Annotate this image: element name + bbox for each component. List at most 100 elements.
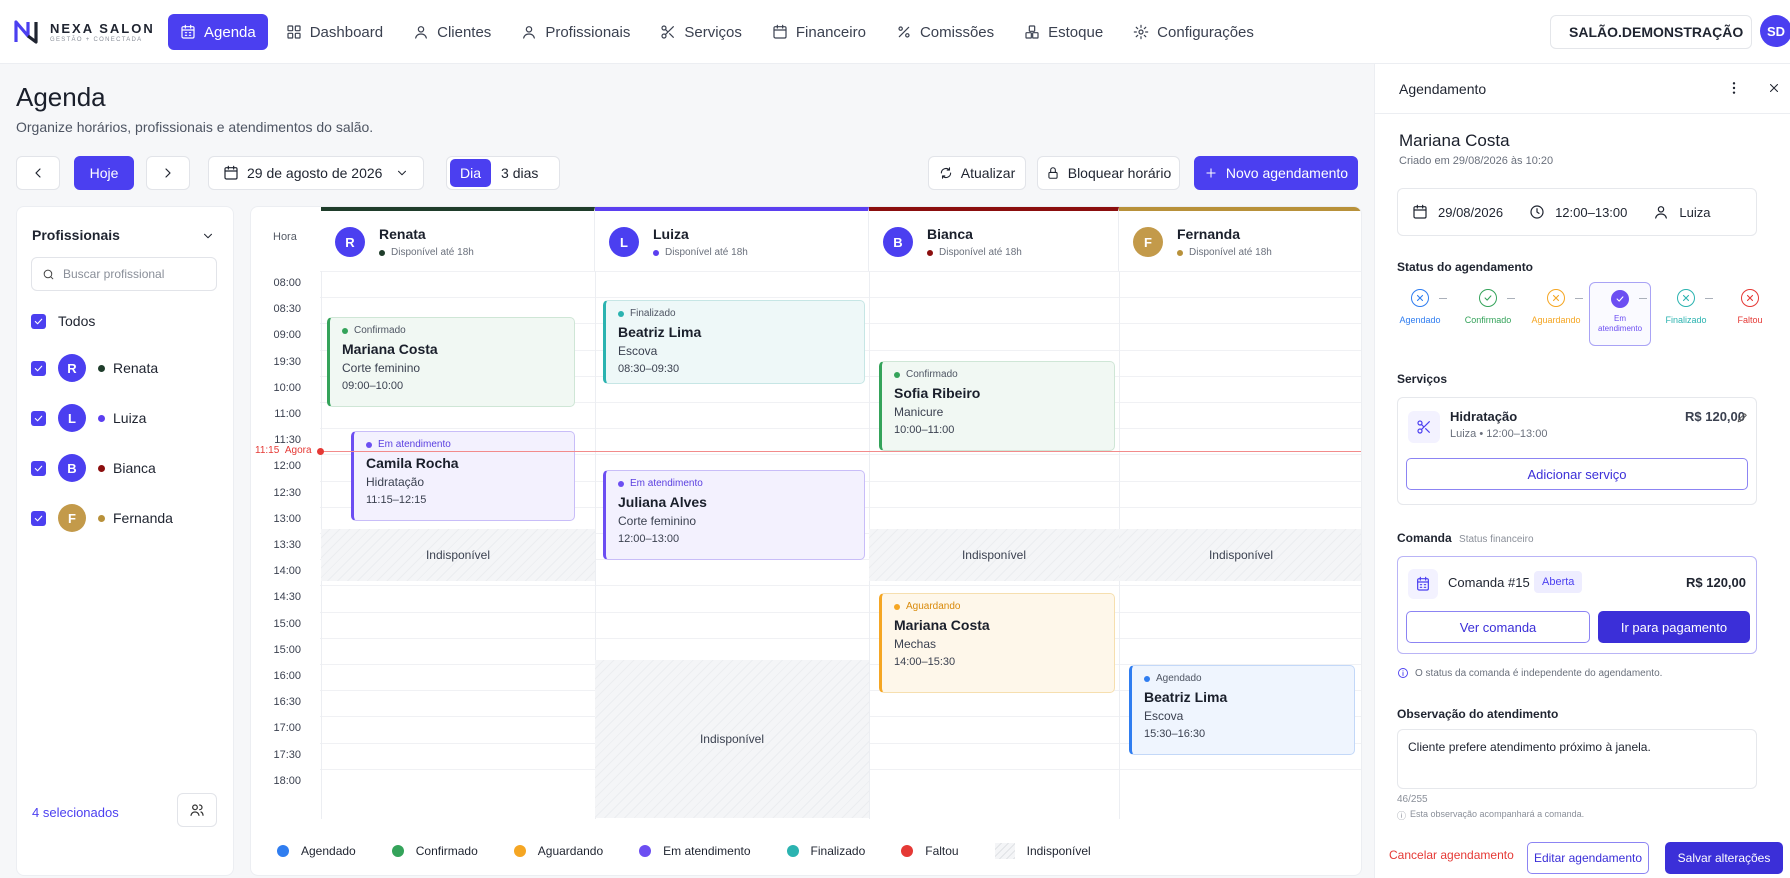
notes-textarea[interactable]: Cliente prefere atendimento próximo à ja… xyxy=(1397,729,1757,789)
appointment-card[interactable]: Confirmado Mariana Costa Corte feminino 09:… xyxy=(327,317,575,407)
add-service-button[interactable]: Adicionar serviço xyxy=(1406,458,1748,490)
appointment-card[interactable]: Em atendimento Juliana Alves Corte feminin… xyxy=(603,470,865,560)
x-icon xyxy=(1682,294,1690,302)
check-icon xyxy=(34,318,43,324)
column-divider xyxy=(595,271,596,819)
nav-comissoes[interactable]: Comissões xyxy=(884,14,1006,50)
nav-profissionais[interactable]: Profissionais xyxy=(509,14,642,50)
nav-label: Profissionais xyxy=(545,23,631,41)
nav-dashboard[interactable]: Dashboard xyxy=(274,14,395,50)
check-circle-icon xyxy=(1611,290,1629,308)
checkbox-checked[interactable] xyxy=(31,313,46,329)
legend-item: Confirmado xyxy=(391,844,478,858)
appointment-card[interactable]: Aguardando Mariana Costa Mechas 14:00–15:30 xyxy=(879,593,1115,693)
status-step-faltou[interactable]: Faltou xyxy=(1719,282,1781,346)
view-day-option[interactable]: Dia xyxy=(450,159,492,187)
service-name: Hidratação xyxy=(1450,409,1518,424)
appointment-card[interactable]: Confirmado Sofia Ribeiro Manicure 10:00–11:… xyxy=(879,361,1115,451)
hour-label: 17:30 xyxy=(273,748,301,761)
page-title: Agenda xyxy=(16,82,106,112)
block-time-label: Bloquear horário xyxy=(1067,165,1172,181)
step-connector xyxy=(1705,298,1713,299)
block-time-button[interactable]: Bloquear horário xyxy=(1037,156,1180,190)
comanda-info-note: O status da comanda é independente do ag… xyxy=(1397,667,1662,679)
more-options-icon[interactable] xyxy=(1726,80,1742,96)
status-step-confirmado[interactable]: Confirmado xyxy=(1457,282,1519,346)
status-step-agendado[interactable]: Agendado xyxy=(1389,282,1451,346)
selected-count[interactable]: 4 selecionados xyxy=(32,805,119,820)
new-appointment-button[interactable]: Novo agendamento xyxy=(1194,156,1358,190)
box-icon xyxy=(1025,25,1039,39)
brand-logo[interactable]: NEXA SALON GESTÃO + CONECTADA xyxy=(14,20,155,44)
appointment-service: Escova xyxy=(1144,709,1184,723)
legend-item: Aguardando xyxy=(513,844,603,858)
x-circle-icon xyxy=(1547,289,1565,307)
date-picker[interactable]: 29 de agosto de 2026 xyxy=(208,156,424,190)
prev-day-button[interactable] xyxy=(16,156,60,190)
checkbox-checked[interactable] xyxy=(31,510,46,526)
nav-clientes[interactable]: Clientes xyxy=(401,14,503,50)
check-icon xyxy=(34,415,43,421)
checkbox-checked[interactable] xyxy=(31,410,46,426)
legend-label: Indisponível xyxy=(1026,844,1091,858)
comanda-name: Comanda #15 xyxy=(1448,575,1530,590)
nav-servicos[interactable]: Serviços xyxy=(648,14,754,50)
status-step-finalizado[interactable]: Finalizado xyxy=(1655,282,1717,346)
availability-line: Disponível até 18h xyxy=(1177,247,1272,258)
refresh-button[interactable]: Atualizar xyxy=(928,156,1026,190)
clock-icon xyxy=(1530,205,1544,219)
view-3days-option[interactable]: 3 dias xyxy=(501,165,539,181)
status-dot xyxy=(618,480,624,487)
nav-estoque[interactable]: Estoque xyxy=(1012,14,1115,50)
nav-agenda[interactable]: Agenda xyxy=(168,14,268,50)
user-avatar[interactable]: SD xyxy=(1760,15,1790,47)
appointment-card[interactable]: Finalizado Beatriz Lima Escova 08:30–09:30 xyxy=(603,300,865,384)
calendar-grid-icon xyxy=(181,24,195,39)
professionals-title: Profissionais xyxy=(32,227,120,243)
filter-all[interactable]: Todos xyxy=(31,313,95,329)
checkbox-checked[interactable] xyxy=(31,360,46,376)
professional-name: Fernanda xyxy=(113,510,173,526)
save-changes-button[interactable]: Salvar alterações xyxy=(1665,842,1783,874)
edit-pencil-icon[interactable] xyxy=(1736,411,1749,424)
status-dot xyxy=(894,603,900,610)
today-button[interactable]: Hoje xyxy=(74,156,134,190)
grid-line xyxy=(320,402,1361,403)
nav-label: Configurações xyxy=(1157,23,1254,41)
status-step-aguardando[interactable]: Aguardando xyxy=(1525,282,1587,346)
status-step-label: Agendado xyxy=(1399,315,1441,325)
grid-line xyxy=(320,637,1361,639)
edit-appointment-button[interactable]: Editar agendamento xyxy=(1527,842,1649,874)
manage-professionals-button[interactable] xyxy=(177,793,217,827)
availability-dot xyxy=(379,249,385,256)
close-icon[interactable] xyxy=(1767,81,1781,95)
professional-name: Luiza xyxy=(113,410,147,426)
brand-tagline: GESTÃO + CONECTADA xyxy=(50,37,143,43)
view-comanda-button[interactable]: Ver comanda xyxy=(1406,611,1590,643)
legend-label: Faltou xyxy=(925,844,959,858)
appointment-card[interactable]: Agendado Beatriz Lima Escova 15:30–16:30 xyxy=(1129,665,1355,755)
cancel-appointment-button[interactable]: Cancelar agendamento xyxy=(1389,848,1514,862)
professional-search-input[interactable]: Buscar profissional xyxy=(31,257,217,291)
filter-professional-bianca[interactable]: B Bianca xyxy=(31,454,156,482)
status-step-em-atendimento[interactable]: Em atendimento xyxy=(1589,282,1651,346)
go-to-payment-button[interactable]: Ir para pagamento xyxy=(1598,611,1750,643)
chevron-down-icon[interactable] xyxy=(201,229,215,243)
grid-line xyxy=(320,297,1361,299)
filter-professional-fernanda[interactable]: F Fernanda xyxy=(31,504,173,532)
hour-label: 19:30 xyxy=(273,355,301,368)
appointment-status: Aguardando xyxy=(894,601,1102,612)
filter-professional-luiza[interactable]: L Luiza xyxy=(31,404,146,432)
hour-label: 12:30 xyxy=(273,486,301,499)
checkbox-checked[interactable] xyxy=(31,460,46,476)
legend-swatch xyxy=(513,845,526,857)
appointment-card[interactable]: Em atendimento Camila Rocha Hidratação 11:1… xyxy=(351,431,575,521)
chevron-right-icon xyxy=(165,168,171,178)
tenant-selector[interactable]: SALÃO.DEMONSTRAÇÃO xyxy=(1550,15,1752,49)
nav-financeiro[interactable]: Financeiro xyxy=(760,14,878,50)
next-day-button[interactable] xyxy=(146,156,190,190)
nav-configuracoes[interactable]: Configurações xyxy=(1121,14,1266,50)
status-text: Confirmado xyxy=(354,325,406,336)
filter-professional-renata[interactable]: R Renata xyxy=(31,354,158,382)
check-icon xyxy=(34,465,43,471)
